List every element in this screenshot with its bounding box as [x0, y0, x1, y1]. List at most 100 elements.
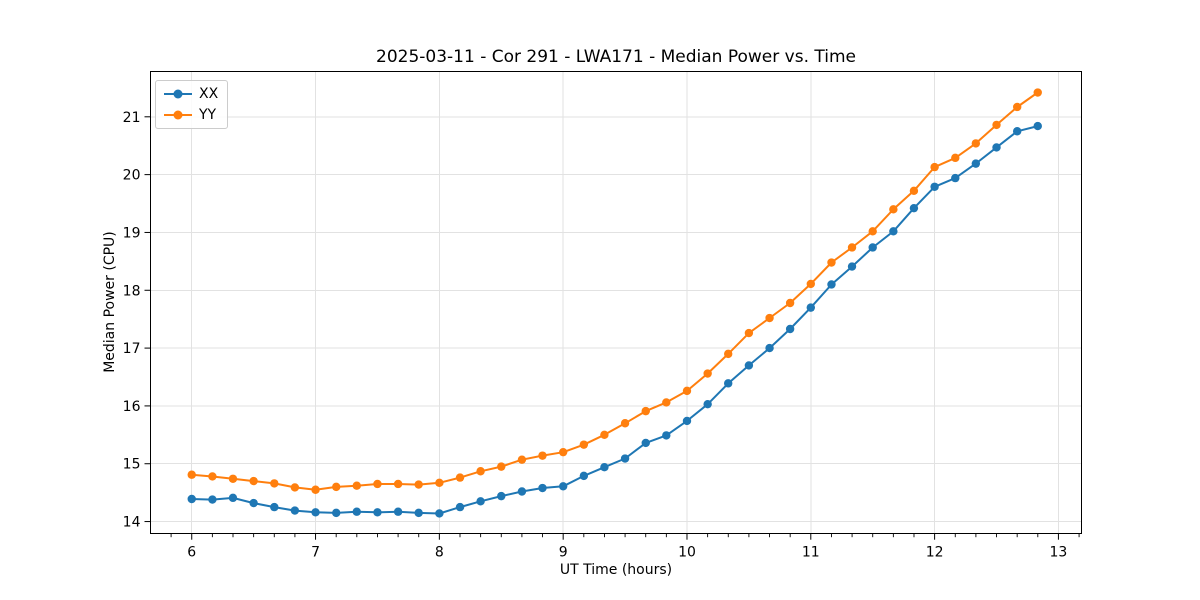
gridlines [150, 71, 1082, 534]
x-tick-label: 8 [435, 545, 444, 561]
data-point-marker [497, 491, 506, 501]
x-tick-label: 12 [926, 545, 944, 561]
data-point-marker [373, 479, 382, 489]
axis-ticks [144, 116, 1059, 540]
data-point-marker [187, 470, 196, 479]
data-point-marker [600, 430, 609, 440]
data-point-marker [992, 143, 1001, 152]
data-point-marker [290, 506, 300, 515]
data-point-marker [641, 406, 650, 416]
legend-label-xx: XX [199, 86, 219, 102]
data-point-marker [868, 243, 877, 252]
series-line [190, 91, 1039, 491]
data-point-marker [971, 139, 981, 148]
data-point-marker [662, 431, 671, 440]
data-point-marker [889, 227, 898, 236]
y-tick-label: 19 [123, 225, 141, 241]
data-point-marker [744, 328, 754, 338]
data-point-marker [352, 481, 361, 490]
data-point-marker [992, 120, 1001, 130]
data-point-marker [290, 483, 300, 492]
data-point-marker [311, 485, 320, 494]
data-point-marker [208, 495, 217, 504]
x-tick-label: 11 [802, 545, 820, 561]
y-tick-label: 15 [123, 457, 141, 473]
data-point-marker [909, 203, 919, 213]
y-tick-label: 21 [123, 110, 141, 126]
data-point-marker [187, 494, 196, 504]
data-point-marker [435, 478, 444, 488]
data-point-marker [827, 258, 836, 267]
y-tick-label: 20 [123, 168, 141, 184]
data-point-marker [311, 508, 320, 517]
data-point-marker [579, 440, 589, 449]
data-point-marker [558, 482, 568, 491]
plot-border [150, 71, 1083, 535]
data-point-marker [951, 153, 960, 163]
legend: XX YY [155, 80, 229, 129]
data-point-marker [414, 508, 423, 518]
data-point-marker [455, 502, 465, 512]
data-point-marker [208, 472, 217, 481]
data-point-marker [806, 303, 815, 312]
legend-line-marker-icon [164, 89, 192, 99]
y-tick-label: 18 [123, 283, 141, 299]
chart-title: 2025-03-11 - Cor 291 - LWA171 - Median P… [376, 47, 856, 67]
data-point-marker [393, 479, 403, 489]
data-point-marker [806, 279, 815, 289]
data-point-marker [930, 162, 939, 172]
x-minor-ticks [170, 533, 1080, 538]
data-point-marker [641, 438, 650, 448]
data-point-marker [785, 298, 795, 308]
legend-line-marker-icon [164, 110, 192, 120]
data-point-marker [909, 186, 919, 196]
data-point-marker [1012, 102, 1022, 112]
data-point-marker [476, 497, 485, 506]
data-point-marker [889, 205, 898, 214]
series-line [190, 125, 1039, 515]
data-point-marker [847, 262, 857, 271]
data-point-marker [332, 482, 341, 492]
data-point-marker [270, 502, 279, 512]
series-yy [187, 88, 1042, 494]
x-tick-label: 10 [678, 545, 696, 561]
data-point-marker [579, 471, 589, 481]
x-tick-label: 6 [187, 545, 196, 561]
data-point-marker [703, 369, 712, 378]
x-axis-label: UT Time (hours) [559, 562, 673, 578]
data-point-marker [558, 447, 568, 457]
data-point-marker [620, 419, 630, 428]
x-tick-label: 13 [1050, 545, 1068, 561]
legend-entry-yy: YY [163, 105, 218, 125]
data-point-marker [228, 474, 238, 483]
data-point-marker [435, 509, 444, 518]
data-point-marker [682, 386, 692, 396]
data-point-marker [868, 227, 877, 236]
data-point-marker [497, 462, 506, 471]
y-tick-label: 17 [123, 341, 141, 357]
data-point-marker [785, 324, 795, 334]
y-tick-label: 14 [123, 515, 141, 531]
data-point-marker [1012, 127, 1022, 136]
data-point-marker [1033, 88, 1042, 97]
legend-label-yy: YY [199, 107, 217, 123]
data-point-marker [455, 473, 465, 482]
data-point-marker [538, 451, 547, 460]
data-point-marker [1033, 121, 1042, 131]
series-xx [187, 121, 1042, 518]
data-point-marker [951, 173, 960, 183]
data-point-marker [393, 507, 403, 516]
data-point-marker [332, 508, 341, 518]
data-point-marker [517, 487, 527, 496]
data-point-marker [682, 416, 692, 426]
legend-entry-xx: XX [163, 84, 218, 104]
data-point-marker [352, 507, 361, 516]
data-point-marker [971, 159, 981, 168]
data-point-marker [847, 243, 857, 252]
data-point-marker [538, 483, 547, 493]
data-point-marker [765, 343, 774, 353]
tick-labels: 6 7 8 9 10 11 12 13 14 15 16 17 18 19 20 21 [123, 110, 1068, 561]
data-point-marker [249, 476, 258, 486]
